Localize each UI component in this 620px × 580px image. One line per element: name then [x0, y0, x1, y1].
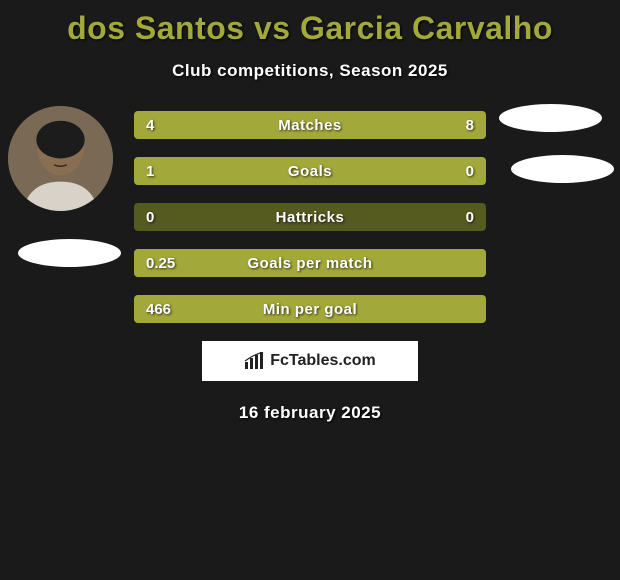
stat-row: 0.25Goals per match — [134, 249, 486, 277]
stat-label: Matches — [134, 111, 486, 139]
stat-row: 4Matches8 — [134, 111, 486, 139]
stat-right-value: 8 — [466, 111, 474, 139]
player-left-club-logo — [18, 239, 121, 267]
player-left-photo — [8, 106, 113, 211]
stat-row: 1Goals0 — [134, 157, 486, 185]
stat-label: Min per goal — [134, 295, 486, 323]
attribution-badge: FcTables.com — [202, 341, 418, 381]
player-right-club-logo-2 — [511, 155, 614, 183]
comparison-date: 16 february 2025 — [0, 403, 620, 423]
stat-label: Goals per match — [134, 249, 486, 277]
chart-bars-icon — [244, 352, 266, 370]
stat-row: 466Min per goal — [134, 295, 486, 323]
stat-right-value: 0 — [466, 203, 474, 231]
attribution-text: FcTables.com — [270, 352, 376, 370]
page-subtitle: Club competitions, Season 2025 — [0, 61, 620, 81]
stat-label: Hattricks — [134, 203, 486, 231]
comparison-content: 4Matches81Goals00Hattricks00.25Goals per… — [0, 111, 620, 423]
page-title: dos Santos vs Garcia Carvalho — [0, 0, 620, 47]
player-right-club-logo-1 — [499, 104, 602, 132]
stat-right-value: 0 — [466, 157, 474, 185]
stat-label: Goals — [134, 157, 486, 185]
avatar-icon — [8, 106, 113, 211]
stat-row: 0Hattricks0 — [134, 203, 486, 231]
stat-bars: 4Matches81Goals00Hattricks00.25Goals per… — [134, 111, 486, 323]
